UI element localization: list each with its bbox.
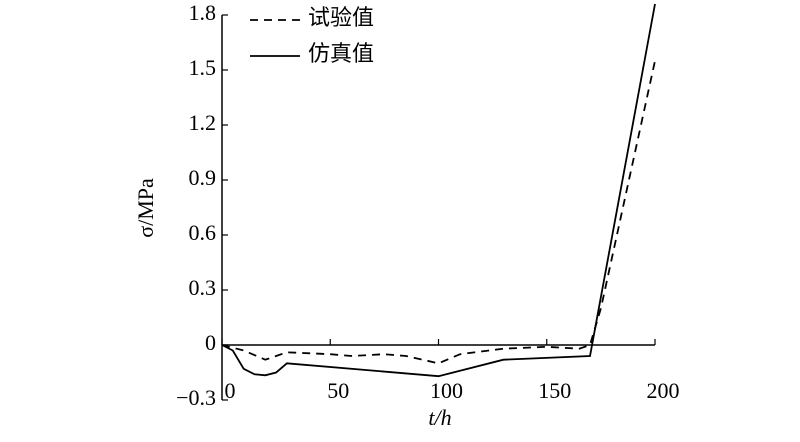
x-tick-label: 150 (538, 378, 571, 403)
legend-label: 试验值 (308, 5, 374, 30)
y-tick-label: 0 (205, 330, 216, 355)
y-tick-label: 0.3 (189, 275, 217, 300)
x-axis-label: t/h (428, 405, 451, 430)
x-tick-label: 50 (327, 378, 349, 403)
data-line (221, 3, 656, 378)
legend-label: 仿真值 (308, 41, 374, 66)
y-axis-label: σ/MPa (133, 178, 158, 238)
x-tick-label: 100 (430, 378, 463, 403)
y-tick-label: 1.2 (189, 110, 217, 135)
x-tick-label: 200 (647, 378, 680, 403)
y-tick-label: 1.5 (189, 55, 217, 80)
x-tick-label: 0 (225, 378, 236, 403)
y-tick-label: 1.8 (189, 0, 217, 25)
y-tick-label: −0.3 (176, 385, 216, 410)
y-tick-label: 0.9 (189, 165, 217, 190)
y-tick-label: 0.6 (189, 220, 217, 245)
data-line (221, 60, 656, 365)
